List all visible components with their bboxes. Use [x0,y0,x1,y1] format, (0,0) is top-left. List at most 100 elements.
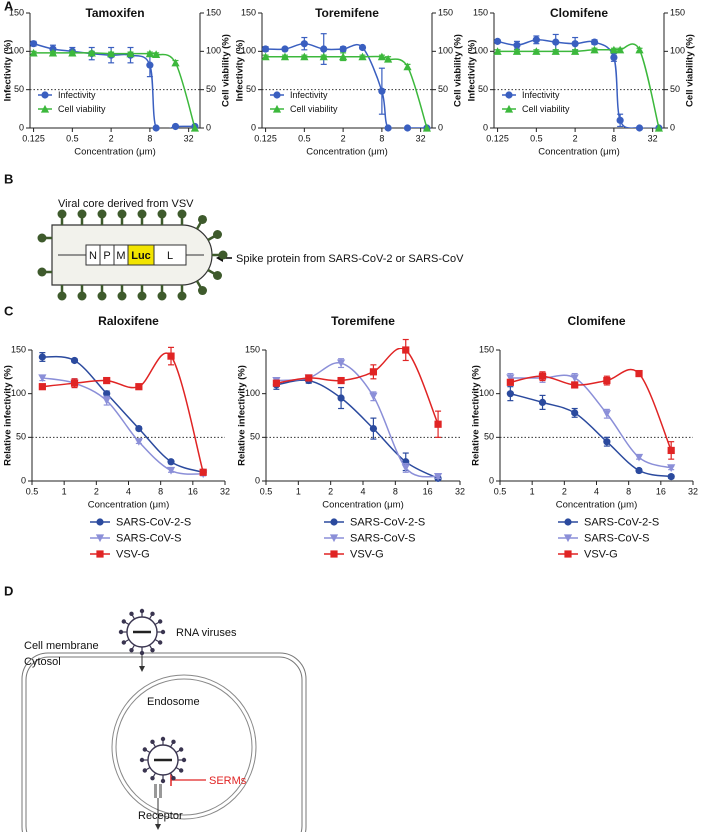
marker [319,52,328,61]
marker [103,390,111,398]
marker [506,374,515,383]
marker [167,352,175,360]
x-tick-label: 2 [562,486,567,496]
marker [145,49,154,58]
legend-label: Infectivity [522,90,560,100]
marker [38,353,46,361]
marker [135,383,143,391]
y-tick-label: 100 [11,388,26,398]
marker [616,45,625,54]
virus-spike-head [171,739,176,745]
y-tick-label: 0 [21,475,26,485]
x-tick-label: 0.5 [26,486,39,496]
y-tick-label: 50 [478,84,488,94]
x-tick-label: 4 [594,486,599,496]
y-tick-label: 100 [473,46,488,56]
arrow-head [155,824,161,830]
marker [635,466,643,475]
spike-head [218,250,228,260]
marker [337,394,345,402]
panel-label: D [4,583,13,598]
marker [610,53,618,62]
marker [272,379,281,387]
marker [434,420,442,428]
inhibitor-label: SERMs [209,775,247,787]
y2-tick-label: 100 [438,46,453,56]
legend-label: SARS-CoV-S [116,532,181,544]
x-axis-label: Concentration (μm) [556,500,638,511]
x-tick-label: 0.5 [260,486,273,496]
marker [377,52,386,61]
marker [190,123,200,132]
marker [603,438,611,446]
spike-head [177,209,187,219]
virus-spike-head [160,778,166,784]
marker [171,122,180,131]
x-tick-label: 16 [188,486,198,496]
y-tick-label: 0 [483,122,488,132]
legend-marker [330,518,338,526]
legend-marker [40,104,50,113]
marker [166,466,176,475]
marker [369,392,378,401]
cell-membrane-outer [21,652,307,832]
marker [29,48,38,57]
marker [358,52,367,61]
virus-spike-head [150,775,155,781]
legend-label: SARS-CoV-2-S [584,516,659,528]
marker [384,54,393,63]
y-tick-label: 50 [246,84,256,94]
membrane-label: Cell membrane [24,640,99,652]
y-tick-label: 150 [245,344,260,354]
marker [433,473,443,481]
y2-axis-label: Cell viability (%) [685,34,696,107]
marker [336,359,346,368]
legend-marker [330,550,338,558]
marker [571,47,580,55]
y-tick-label: 100 [9,46,24,56]
legend-marker [563,534,573,543]
virus-spike-head [150,647,155,653]
chart: Raloxifene 0 50 100 150 0.5 1 2 4 8 16 32 Concentrat… [3,314,230,560]
y2-tick-label: 50 [670,84,680,94]
y2-tick-label: 0 [206,122,211,132]
virus-spike-head [181,757,187,763]
fit-curve [510,392,672,478]
marker [152,50,161,58]
receptor [154,784,157,798]
y2-tick-label: 150 [206,7,221,17]
chart: Clomifene 0 50 100 150 0.5 1 2 4 8 16 32 Concentrati… [471,314,698,560]
spike-head [157,291,167,301]
x-tick-label: 32 [688,486,698,496]
y-tick-label: 150 [473,7,488,17]
arrow-head [139,666,145,672]
spike-head [198,214,207,224]
fit-curve [510,368,672,451]
cell-membrane-inner [25,656,303,832]
x-tick-label: 0.125 [22,133,45,143]
legend-label: Infectivity [290,90,328,100]
x-tick-label: 0.5 [530,133,543,143]
spike-head [117,291,127,301]
marker [103,376,111,385]
gene-box [153,244,187,266]
legend-marker [564,518,572,526]
gene-label: M [116,250,125,262]
virus-spike-head [142,747,148,752]
spike-head [37,267,47,277]
marker [358,43,367,52]
marker [506,378,514,386]
marker [493,47,502,55]
marker [654,123,664,132]
y-axis-label: Infectivity (%) [467,40,478,102]
spike-head [137,291,147,301]
x-tick-label: 32 [220,486,230,496]
fit-curve [497,43,660,128]
chart: Toremifene 0 50 100 150 0.5 1 2 4 8 16 32 Concentrat… [237,314,465,560]
legend-marker [564,550,572,558]
virus-spike-head [178,747,184,752]
x-axis-label: Concentration (μm) [74,147,156,158]
virus-spike-head [160,629,166,635]
marker [513,41,521,49]
